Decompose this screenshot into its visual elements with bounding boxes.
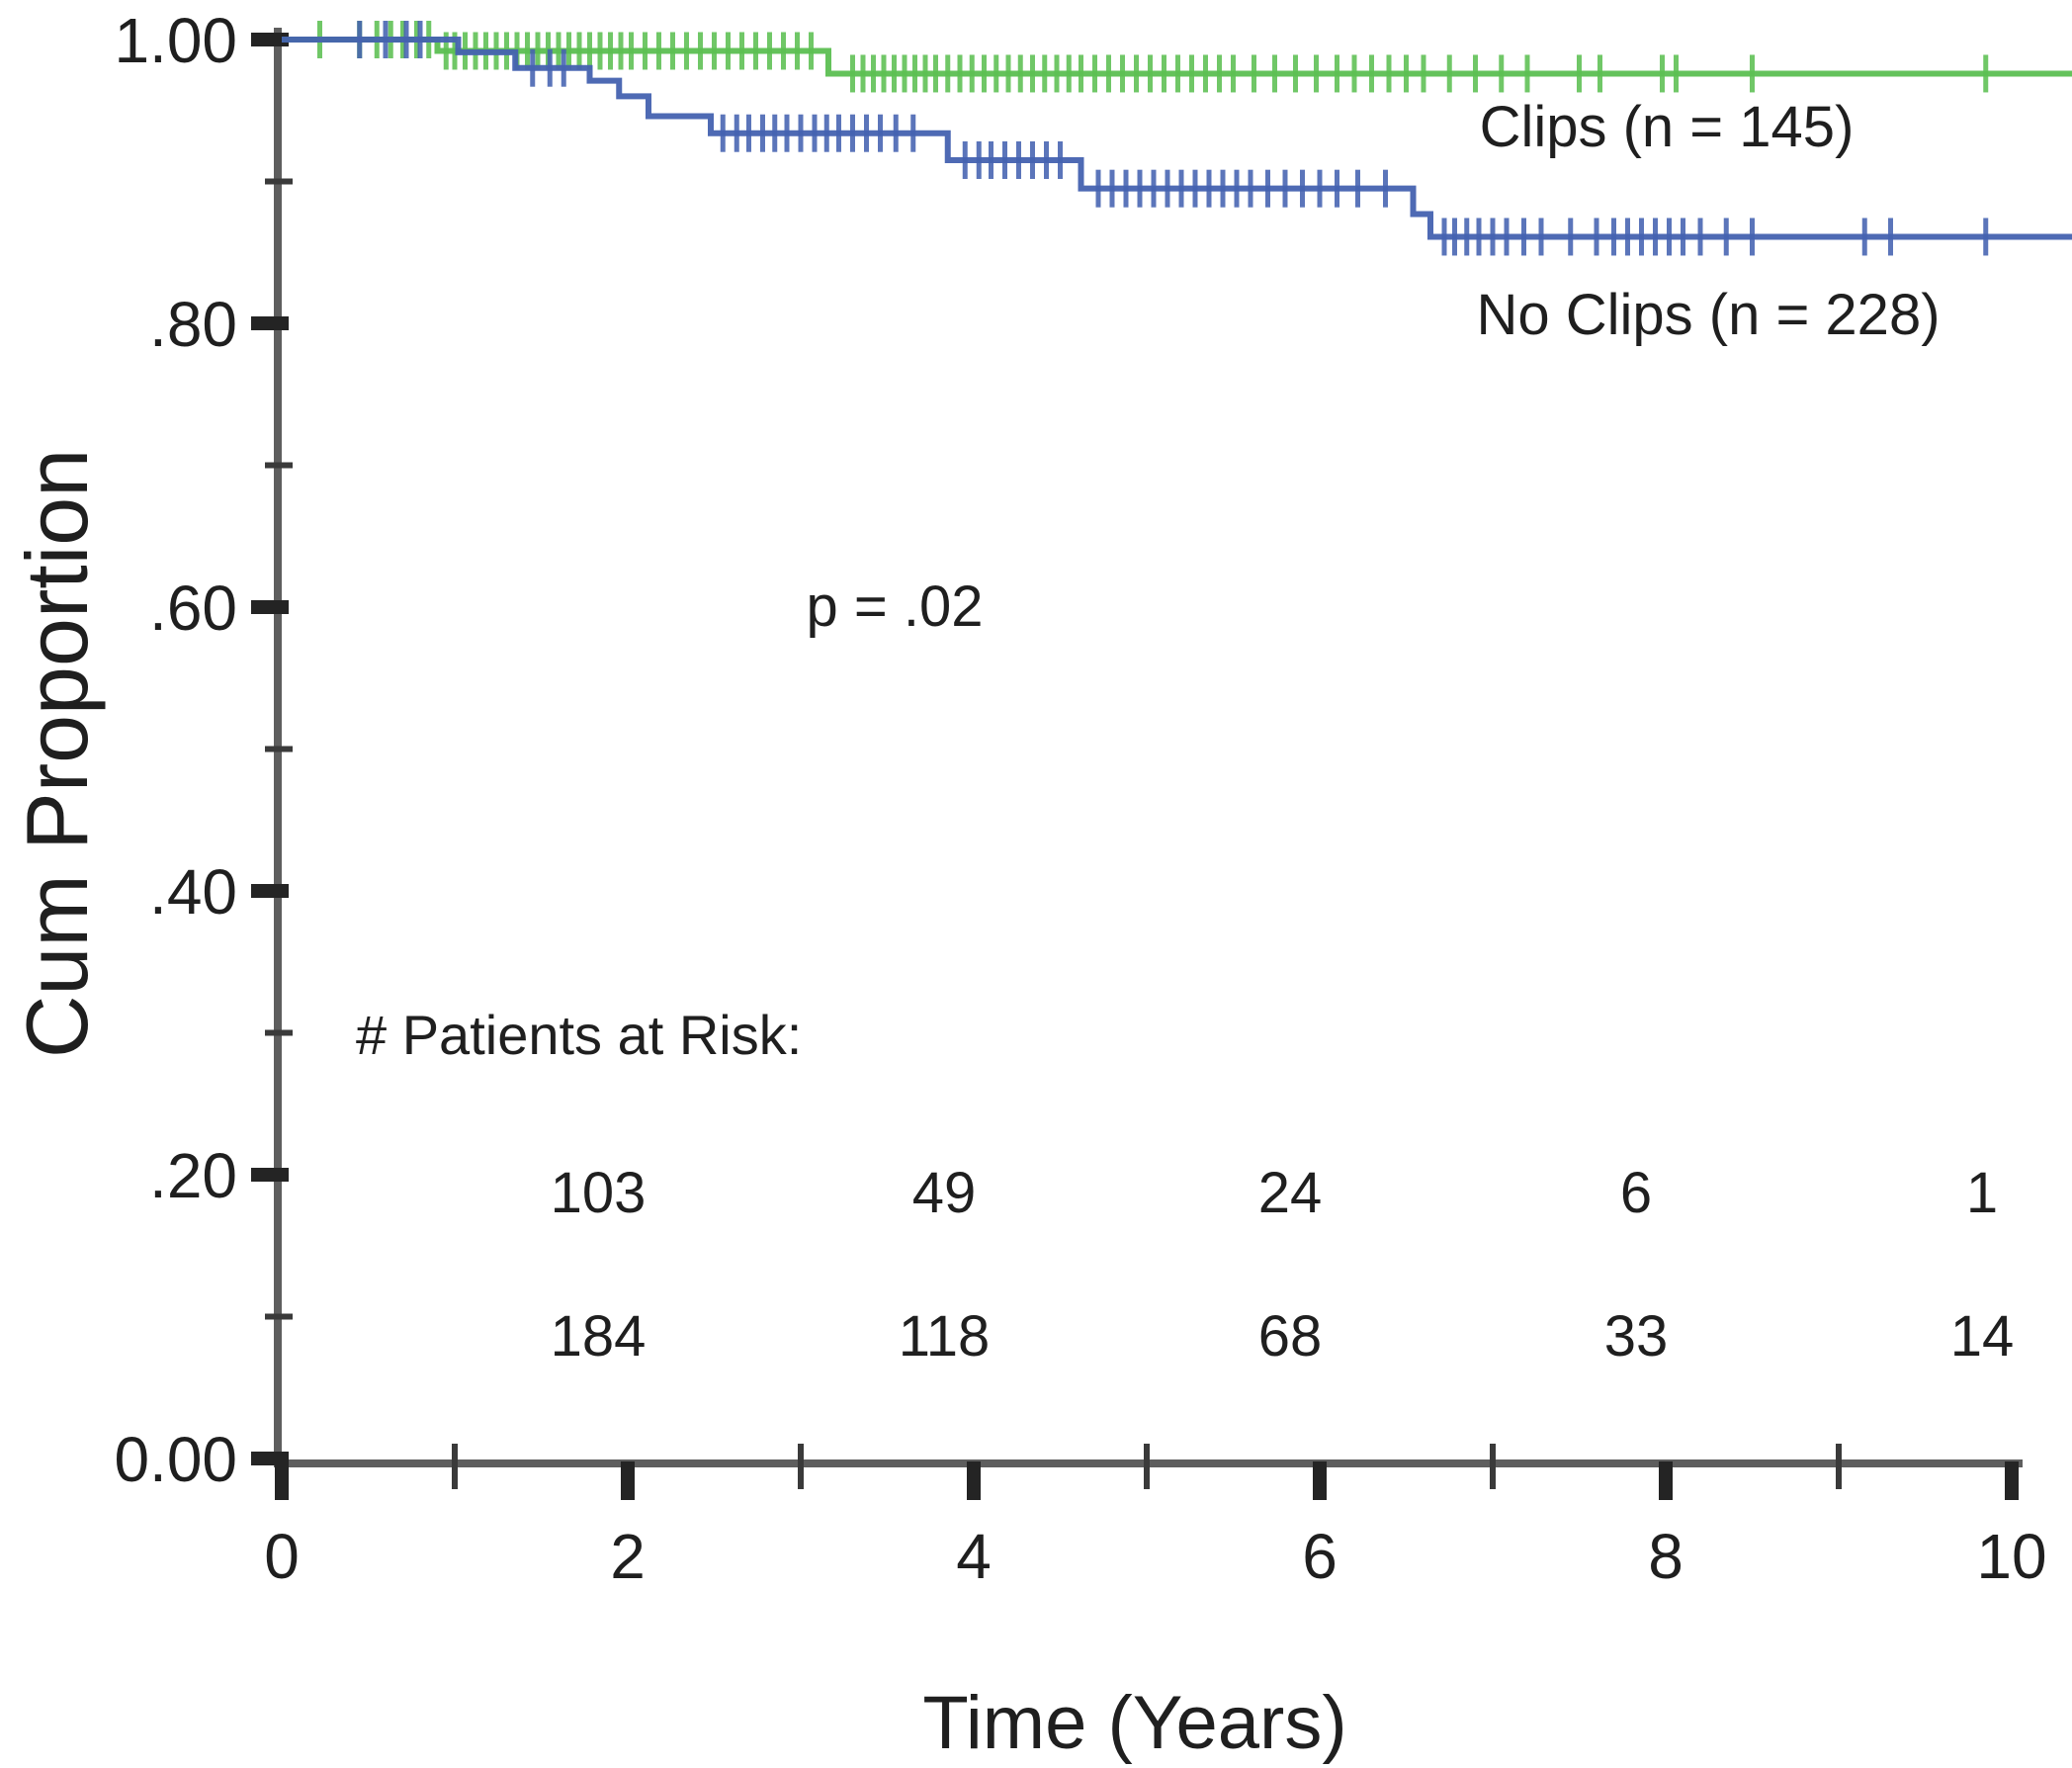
x-tick-label: 8 [1648, 1521, 1684, 1592]
at-risk-count: 103 [551, 1161, 647, 1225]
x-axis-title: Time (Years) [922, 1681, 1346, 1765]
y-axis-title: Cum Proportion [8, 449, 106, 1058]
y-tick-label: 1.00 [114, 5, 237, 76]
x-tick-label: 2 [610, 1521, 646, 1592]
x-tick-label: 10 [1976, 1521, 2046, 1592]
at-risk-count: 14 [1950, 1304, 2015, 1369]
survival-curves [282, 21, 2072, 256]
y-tick-label: 0.00 [114, 1424, 237, 1495]
y-tick-label: .40 [149, 856, 237, 928]
at-risk-count: 68 [1258, 1304, 1323, 1369]
legend-no-clips-label: No Clips (n = 228) [1476, 283, 1940, 347]
at-risk-count: 184 [551, 1304, 647, 1369]
p-value-annotation: p = .02 [807, 575, 984, 639]
patients-at-risk-table: 103 49 24 6 1 184 118 68 33 14 [551, 1161, 2015, 1369]
at-risk-count: 1 [1966, 1161, 1998, 1225]
at-risk-count: 24 [1258, 1161, 1323, 1225]
at-risk-count: 118 [899, 1304, 990, 1369]
y-tick-label: .80 [149, 289, 237, 360]
x-tick-label: 6 [1302, 1521, 1338, 1592]
km-curve-no-clips [282, 37, 2072, 240]
x-tick-label: 4 [956, 1521, 992, 1592]
y-tick-label: .20 [149, 1140, 237, 1211]
axes: 1.00.80.60.40.200.000 2 4 6 8 10 [114, 5, 2046, 1592]
at-risk-count: 33 [1604, 1304, 1669, 1369]
at-risk-heading: # Patients at Risk: [356, 1004, 802, 1066]
legend-clips-label: Clips (n = 145) [1480, 95, 1855, 159]
y-tick-label: .60 [149, 573, 237, 644]
at-risk-count: 6 [1620, 1161, 1652, 1225]
x-tick-label: 0 [264, 1521, 300, 1592]
at-risk-count: 49 [912, 1161, 977, 1225]
